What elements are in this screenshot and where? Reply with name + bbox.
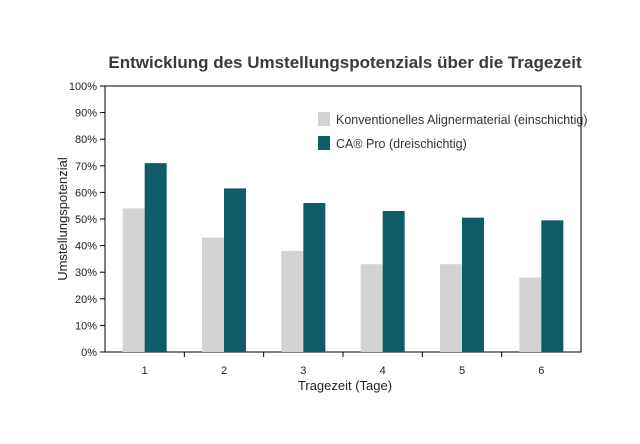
bar-conventional-6 bbox=[519, 277, 542, 352]
y-tick-label: 40% bbox=[75, 241, 97, 253]
y-tick-label: 0% bbox=[81, 347, 97, 359]
legend-swatch bbox=[318, 112, 330, 126]
plot-area: 0% 10% 20% 30% 40% 50% 60% 70% 80% 90% 100% 1 2 3 4 5 6 bbox=[69, 81, 582, 377]
x-tick-label: 3 bbox=[300, 365, 306, 377]
y-tick-label: 30% bbox=[75, 267, 97, 279]
y-tick-label: 10% bbox=[75, 320, 97, 332]
x-tick-label: 1 bbox=[142, 365, 148, 377]
bar-conventional-4 bbox=[360, 264, 383, 352]
legend-entry: Konventionelles Alignermaterial (einschi… bbox=[336, 113, 588, 127]
bar-conventional-1 bbox=[122, 208, 145, 352]
bar-conventional-5 bbox=[440, 264, 462, 352]
legend-entry: CA® Pro (dreischichtig) bbox=[336, 137, 467, 151]
y-tick-label: 100% bbox=[69, 81, 97, 93]
x-axis-label: Tragezeit (Tage) bbox=[298, 378, 392, 393]
x-tick-label: 5 bbox=[459, 365, 465, 377]
x-tick-label: 2 bbox=[221, 365, 227, 377]
bar-ca-pro-6 bbox=[541, 220, 564, 352]
bar-ca-pro-5 bbox=[462, 217, 484, 352]
bar-ca-pro-2 bbox=[224, 188, 246, 352]
y-tick-label: 90% bbox=[75, 108, 97, 120]
y-tick-label: 80% bbox=[75, 134, 97, 146]
x-tick-label: 4 bbox=[380, 365, 386, 377]
y-tick-label: 20% bbox=[75, 294, 97, 306]
bar-ca-pro-4 bbox=[382, 211, 405, 352]
chart-title: Entwicklung des Umstellungspotenzials üb… bbox=[108, 53, 582, 72]
y-tick-label: 60% bbox=[75, 187, 97, 199]
y-axis-label: Umstellungspotenzial bbox=[55, 157, 70, 281]
bar-ca-pro-3 bbox=[303, 203, 326, 352]
legend-swatch bbox=[318, 136, 330, 150]
x-tick-label: 6 bbox=[538, 365, 544, 377]
bar-ca-pro-1 bbox=[144, 163, 167, 352]
y-tick-label: 70% bbox=[75, 161, 97, 173]
y-tick-label: 50% bbox=[75, 214, 97, 226]
bar-conventional-2 bbox=[202, 237, 224, 352]
bar-conventional-3 bbox=[281, 250, 304, 352]
legend: Konventionelles Alignermaterial (einschi… bbox=[318, 112, 588, 151]
